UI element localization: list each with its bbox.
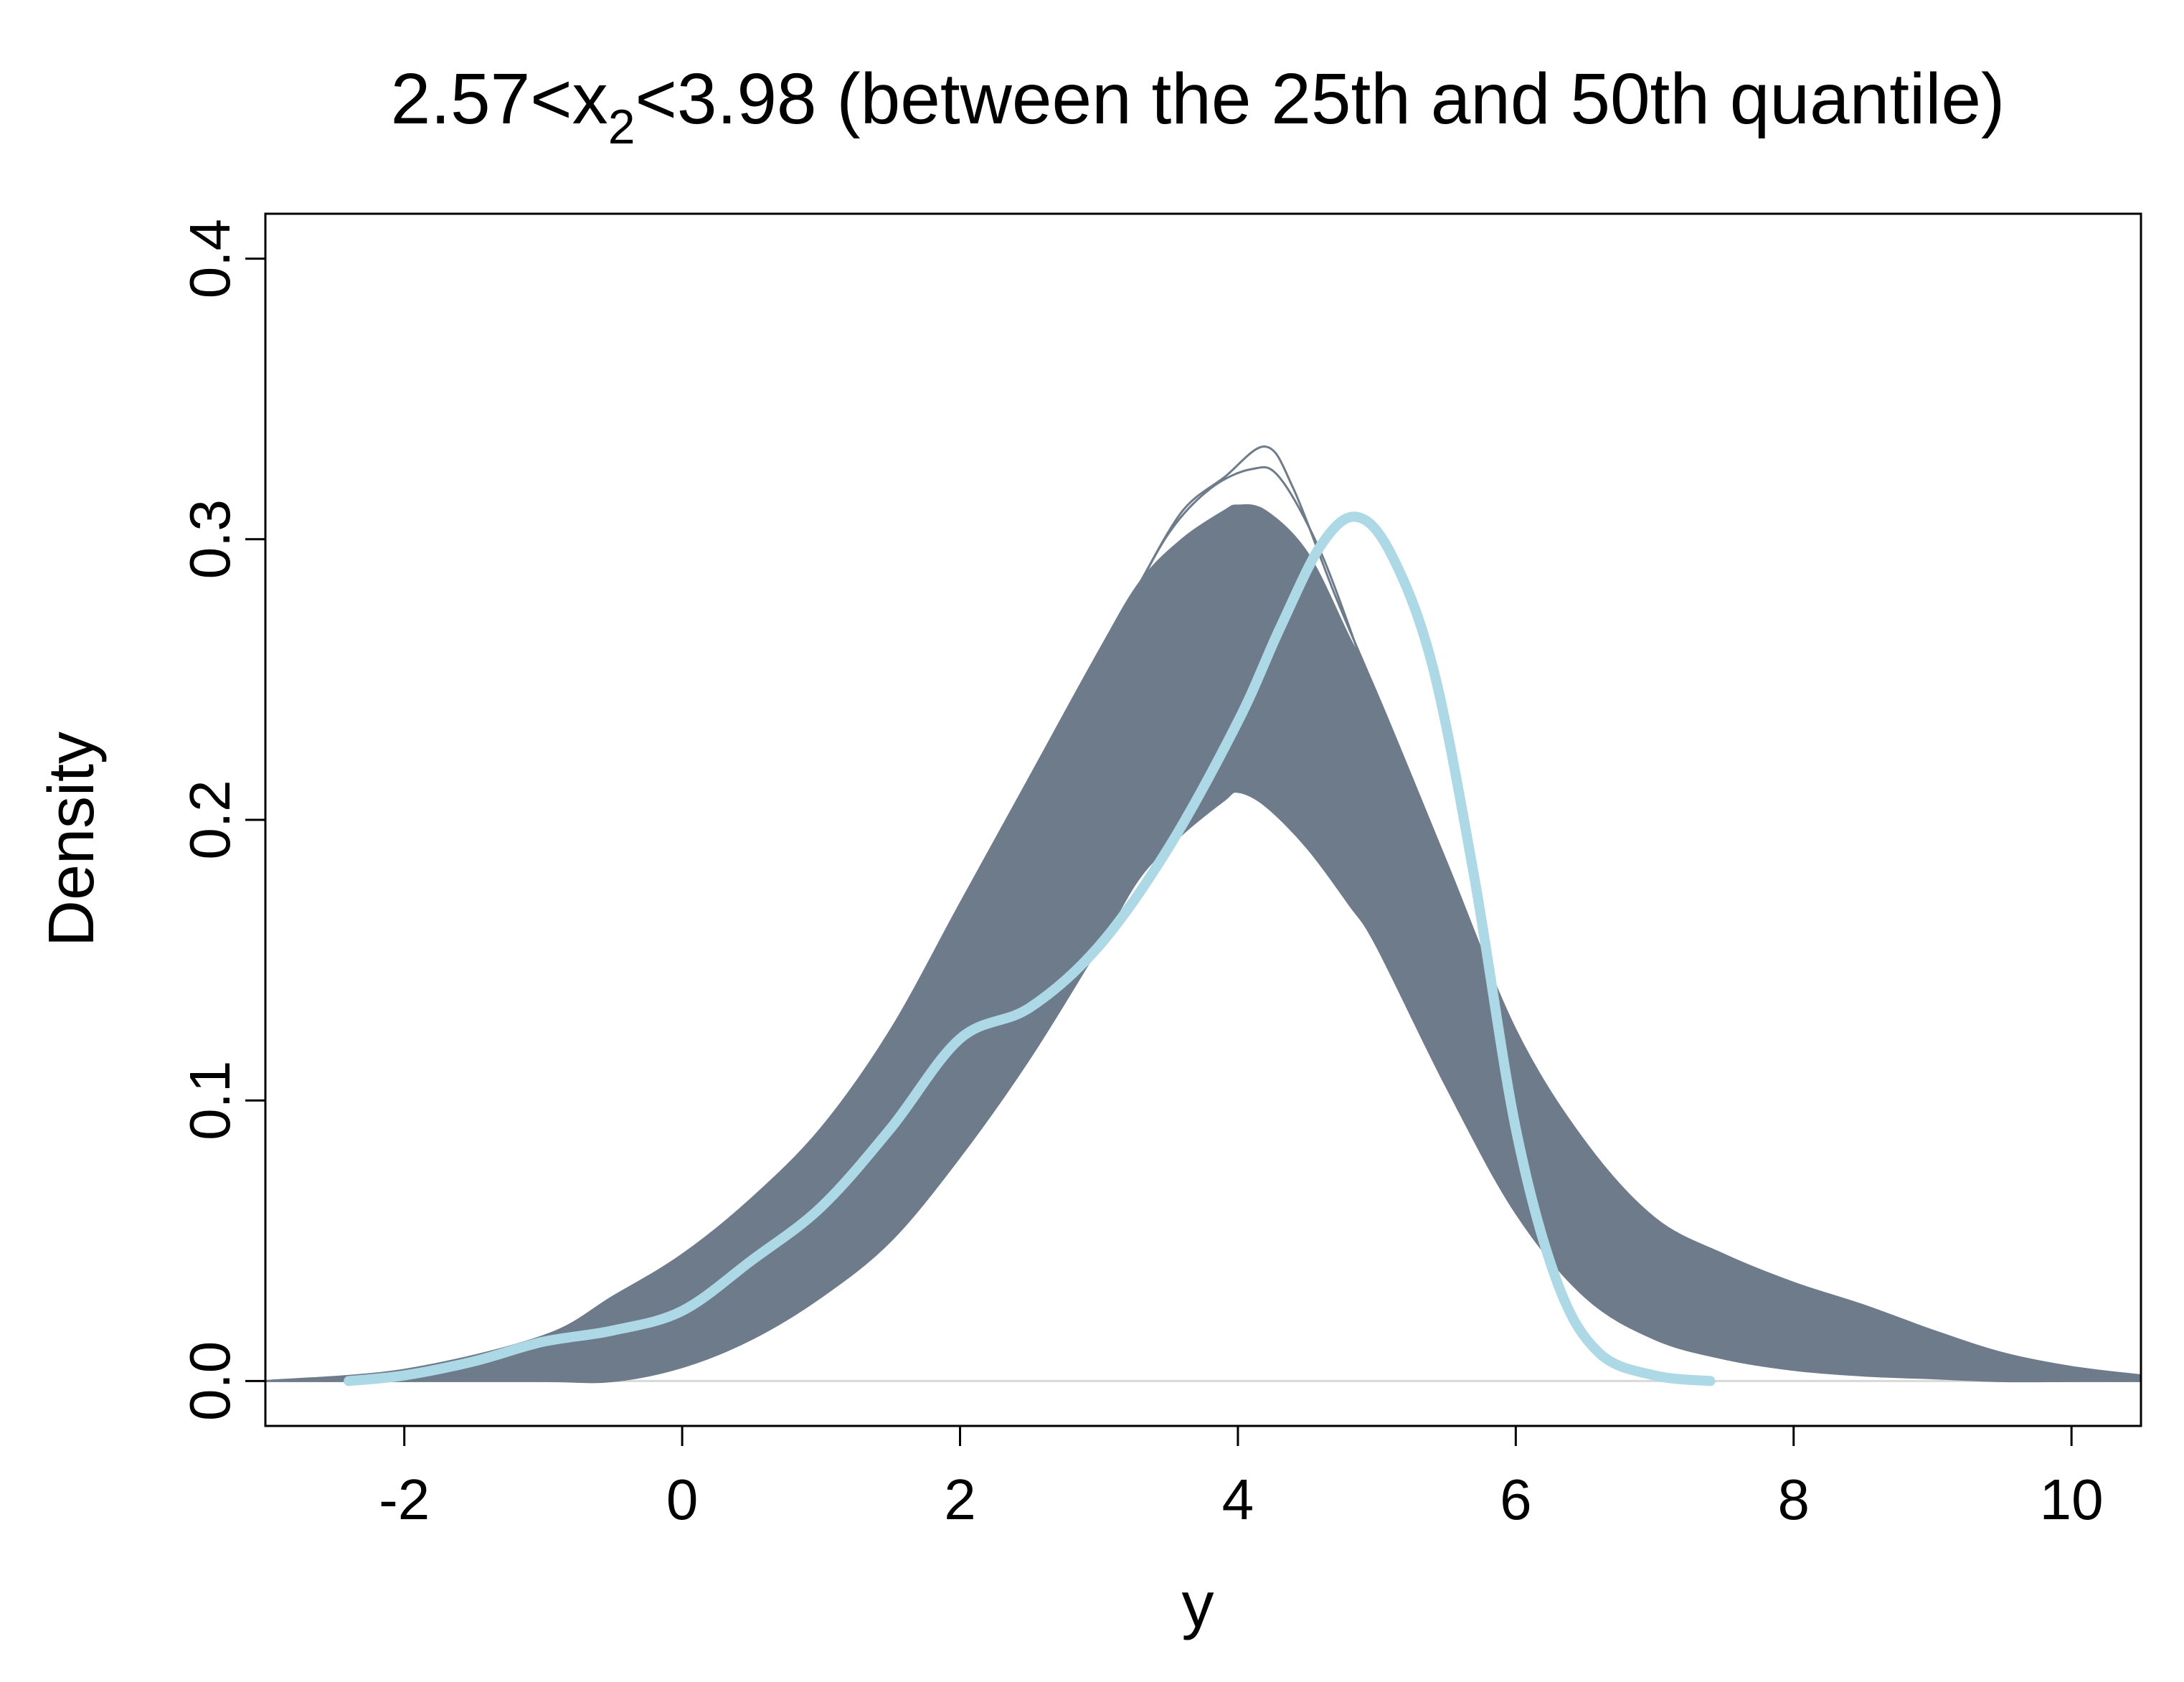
plot-frame [264,212,2142,1427]
y-tick-label: 0.4 [178,219,242,298]
chart-title: 2.57<x2<3.98 (between the 25th and 50th … [391,59,2005,154]
y-axis-label: Density [36,732,108,947]
y-tick-label: 0.3 [178,499,242,579]
y-tick-label: 0.2 [178,780,242,859]
x-axis-label: y [1182,1569,1214,1641]
x-tick-label: 2 [944,1468,976,1531]
x-tick-label: 4 [1222,1468,1254,1531]
plot-area: -2 0 2 4 6 8 10 0.0 0.1 0.2 0.3 0.4 [178,212,2142,1531]
chart-title-suffix: <3.98 (between the 25th and 50th quantil… [635,59,2005,139]
x-tick-label: 0 [666,1468,699,1531]
simulated-density-curve [1125,466,1364,666]
x-tick-label: 6 [1500,1468,1532,1531]
simulated-density-band [265,504,2142,1384]
y-tick-label: 0.0 [178,1341,242,1421]
x-tick-label: -2 [379,1468,430,1531]
y-tick-label: 0.1 [178,1061,242,1140]
simulated-density-curve [1140,445,1378,694]
chart-title-subscript: 2 [608,100,635,154]
observed-density-line [344,511,1716,1386]
x-tick-label: 8 [1777,1468,1810,1531]
x-tick-label: 10 [2040,1468,2104,1531]
chart-title-prefix: 2.57<x [391,59,608,139]
